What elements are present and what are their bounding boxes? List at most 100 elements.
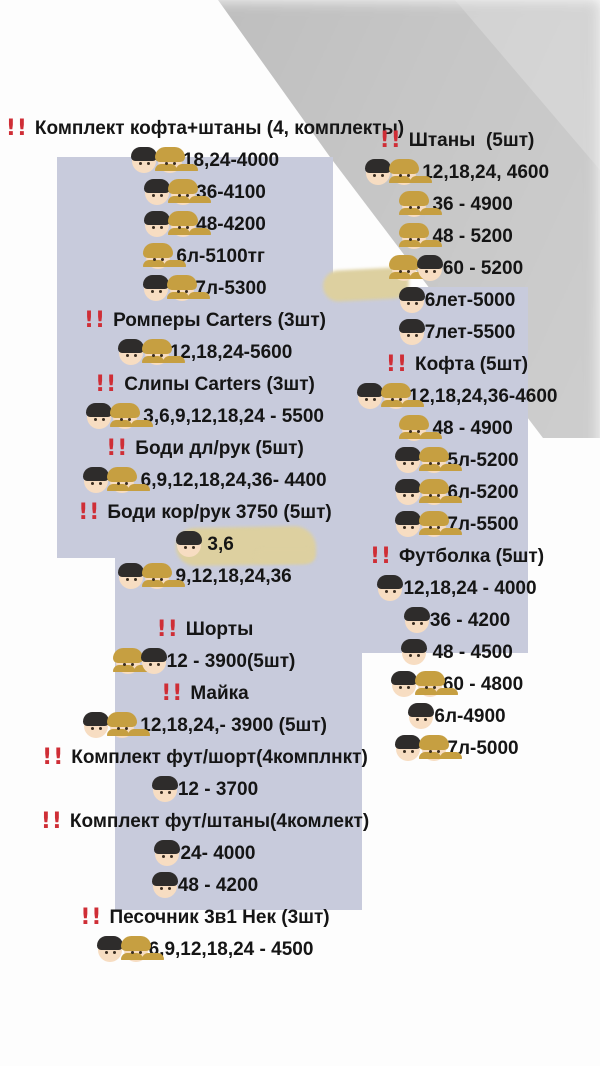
girl-icon	[141, 339, 172, 365]
girl-icon	[110, 403, 141, 429]
boy-icon	[398, 287, 425, 313]
boy-icon	[86, 403, 113, 429]
boy-icon	[364, 159, 391, 185]
boy-icon	[140, 648, 167, 674]
boy-icon	[390, 671, 417, 697]
double-exclamation-icon: !!	[161, 681, 184, 706]
double-exclamation-icon: !!	[83, 308, 107, 333]
row-text: Шорты	[185, 619, 254, 640]
boy-icon	[151, 872, 178, 898]
price-row: 12,18,24,- 3900 (5шт)	[0, 710, 410, 742]
boy-icon	[130, 147, 157, 173]
row-text: 7лет-5500	[424, 322, 516, 343]
girl-icon	[419, 447, 450, 473]
price-row: 12 - 3900(5шт)	[0, 646, 410, 678]
section-title-row: !! Кофта (5шт)	[332, 349, 582, 381]
girl-icon	[167, 275, 198, 301]
boy-icon	[416, 255, 443, 281]
price-row: 7лет-5500	[332, 317, 582, 349]
price-row: 3,6	[0, 529, 410, 561]
girl-icon	[112, 648, 143, 674]
section-title-row: !! Боди кор/рук 3750 (5шт)	[0, 497, 410, 529]
row-text: 18,24-4000	[182, 150, 280, 171]
boy-icon	[398, 319, 425, 345]
double-exclamation-icon: !!	[42, 745, 65, 770]
price-row: 12 - 3700	[0, 774, 410, 806]
price-row: 6л-5100тг	[0, 241, 410, 273]
row-text: Комплект фут/штаны(4комлект)	[69, 811, 370, 832]
row-text: 6л-5100тг	[171, 246, 265, 267]
price-row: 6л-5200	[332, 477, 582, 509]
double-exclamation-icon: !!	[379, 128, 402, 153]
row-text: 3,6	[202, 534, 234, 555]
double-exclamation-icon: !!	[156, 617, 179, 642]
row-text: Боди дл/рук (5шт)	[135, 438, 304, 459]
row-text: 48 - 5200	[427, 226, 513, 247]
section-title-row: !! Комплект фут/штаны(4комлект)	[0, 806, 410, 838]
row-text: 9,12,18,24,36	[170, 566, 292, 587]
price-row: 36 - 4900	[332, 189, 582, 221]
price-row: 7л-5500	[332, 509, 582, 541]
double-exclamation-icon: !!	[40, 809, 63, 834]
row-text: Песочник 3в1 Нек (3шт)	[109, 907, 330, 928]
section-title-row: !! Майка	[0, 678, 410, 710]
girl-icon	[419, 735, 450, 761]
row-text: 60 - 4800	[442, 674, 524, 695]
boy-icon	[395, 511, 422, 537]
price-row: 12,18,24 - 4000	[332, 573, 582, 605]
row-text: 6,9,12,18,24,36- 4400	[135, 470, 327, 491]
row-text: 12,18,24 - 4000	[403, 578, 537, 599]
price-row: 9,12,18,24,36	[0, 561, 410, 593]
row-text: 6л-4900	[434, 706, 506, 727]
girl-icon	[414, 671, 445, 697]
boy-icon	[154, 840, 181, 866]
price-row: 7л-5000	[332, 733, 582, 765]
row-text: 5л-5200	[447, 450, 519, 471]
price-row: 6л-4900	[332, 701, 582, 733]
row-text: Кофта (5шт)	[414, 354, 529, 375]
section-title-row: !! Песочник 3в1 Нек (3шт)	[0, 902, 410, 934]
row-text: 48-4200	[196, 214, 266, 235]
girl-icon	[107, 467, 138, 493]
row-text: Футболка (5шт)	[399, 546, 545, 567]
left-price-column: !! Комплект кофта+штаны (4, комплекты) 18,…	[0, 113, 410, 966]
row-text: 12,18,24, 4600	[416, 162, 550, 183]
row-text: 48 - 4900	[427, 418, 513, 439]
boy-icon	[117, 339, 144, 365]
price-row: 6,9,12,18,24 - 4500	[0, 934, 410, 966]
row-text: 12 - 3900(5шт)	[166, 651, 296, 672]
row-text: 12 - 3700	[177, 779, 259, 800]
girl-icon	[399, 223, 430, 249]
price-row: 48 - 5200	[332, 221, 582, 253]
section-title-row: !! Футболка (5шт)	[332, 541, 582, 573]
price-row: 48 - 4200	[0, 870, 410, 902]
price-row: 48 - 4900	[332, 413, 582, 445]
row-text: 7л-5300	[195, 278, 267, 299]
right-price-column: !! Штаны (5шт) 12,18,24, 4600 36 - 4900 4…	[332, 125, 582, 765]
price-row: 36 - 4200	[332, 605, 582, 637]
row-text: 7л-5500	[447, 514, 519, 535]
double-exclamation-icon: !!	[95, 372, 118, 397]
row-text: Ромперы Carters (3шт)	[113, 310, 327, 331]
price-row: 7л-5300	[0, 273, 410, 305]
boy-icon	[401, 639, 428, 665]
row-text: 24- 4000	[180, 843, 256, 864]
price-row: 48-4200	[0, 209, 410, 241]
section-title-row: !! Ромперы Carters (3шт)	[0, 305, 410, 337]
price-row: 12,18,24-5600	[0, 337, 410, 369]
girl-icon	[388, 159, 419, 185]
price-row: 18,24-4000	[0, 145, 410, 177]
section-title-row: !! Боди дл/рук (5шт)	[0, 433, 410, 465]
boy-icon	[143, 275, 170, 301]
row-text: Комплект фут/шорт(4комплнкт)	[71, 747, 368, 768]
price-row: 36-4100	[0, 177, 410, 209]
girl-icon	[120, 936, 151, 962]
row-text: 6,9,12,18,24 - 4500	[148, 939, 314, 960]
row-text: 60 - 5200	[442, 258, 524, 279]
girl-icon	[106, 712, 137, 738]
girl-icon	[142, 563, 173, 589]
girl-icon	[419, 479, 450, 505]
price-row: 48 - 4500	[332, 637, 582, 669]
double-exclamation-icon: !!	[369, 544, 393, 569]
